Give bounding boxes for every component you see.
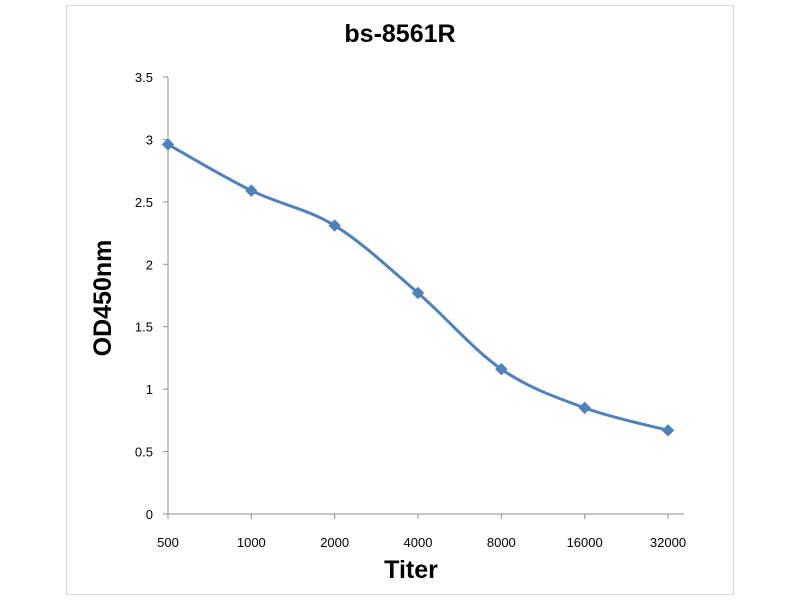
data-point-marker [161, 138, 175, 151]
x-tick-label: 8000 [487, 535, 516, 550]
x-tick-label: 2000 [320, 535, 349, 550]
y-tick-label: 1.5 [135, 320, 153, 335]
chart-title: bs-8561R [344, 20, 455, 48]
data-point-marker [495, 362, 508, 376]
data-point-marker [328, 219, 341, 232]
x-tick-label: 4000 [404, 535, 433, 550]
y-axis-title: OD450nm [89, 240, 117, 357]
y-axis-ticks: 0 0.5 1 1.5 2 2.5 3 3.5 [135, 70, 168, 522]
y-tick-label: 2.5 [135, 195, 153, 210]
data-point-marker [578, 401, 591, 415]
chart-frame [66, 5, 734, 595]
y-tick-label: 2 [146, 257, 153, 272]
x-tick-label: 16000 [567, 535, 603, 550]
y-tick-label: 0.5 [135, 445, 153, 460]
y-tick-label: 3.5 [135, 70, 153, 85]
x-axis-ticks: 500 1000 2000 4000 8000 16000 32000 [157, 514, 686, 550]
x-tick-label: 1000 [237, 535, 266, 550]
data-point-marker [661, 424, 675, 437]
y-tick-label: 3 [146, 132, 153, 147]
y-tick-label: 0 [146, 507, 153, 522]
x-tick-label: 32000 [650, 535, 686, 550]
x-tick-label: 500 [157, 535, 179, 550]
y-tick-label: 1 [146, 382, 153, 397]
series-group [161, 138, 675, 437]
data-point-marker [411, 286, 425, 300]
data-point-marker [245, 184, 258, 197]
x-axis-title: Titer [384, 556, 438, 584]
